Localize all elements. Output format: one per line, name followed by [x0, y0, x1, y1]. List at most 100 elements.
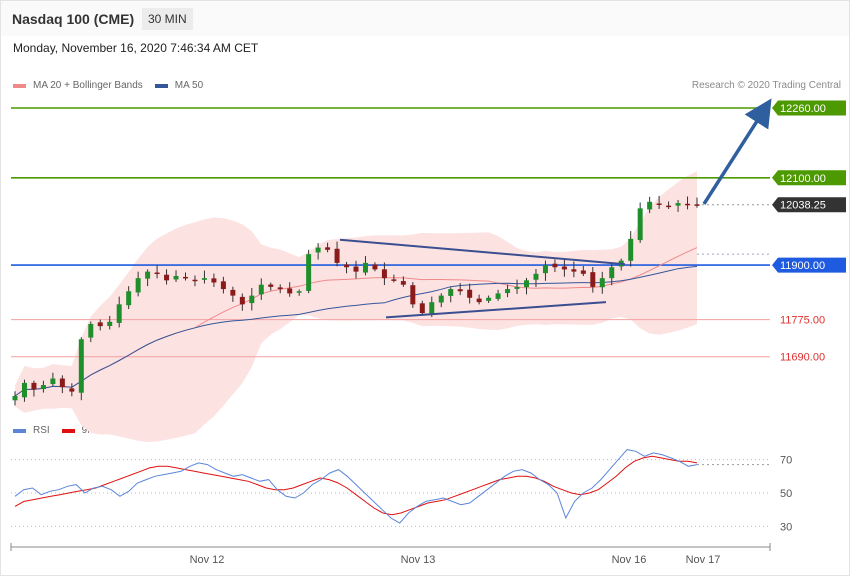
level-badge-text-1: 12100.00 — [780, 173, 826, 185]
candle-body — [656, 203, 662, 205]
candle-body — [353, 266, 359, 272]
candle-body — [457, 289, 463, 292]
candle-body — [438, 295, 444, 303]
bollinger-band-fill — [15, 171, 697, 442]
candle-body — [628, 238, 634, 261]
x-tick-label-2: Nov 16 — [612, 554, 647, 566]
candle-body — [97, 322, 103, 327]
bollinger-band-area — [15, 171, 697, 442]
rsi-tick-0: 70 — [780, 455, 792, 467]
level-badge-text-2: 12038.25 — [780, 200, 826, 212]
candle-body — [201, 278, 207, 280]
candle-body — [164, 274, 170, 281]
legend-label-ma50: MA 50 — [174, 80, 204, 91]
candle-body — [31, 382, 37, 390]
candle-body — [287, 288, 293, 294]
candle-body — [685, 203, 691, 206]
level-badge-0 — [772, 100, 846, 116]
level-badge-text-0: 12260.00 — [780, 103, 826, 115]
candle-body — [381, 269, 387, 279]
lower-trendline — [385, 301, 607, 319]
candle-body — [694, 204, 700, 206]
candle-body — [88, 323, 94, 338]
timeframe-button[interactable]: 30 MIN — [142, 8, 193, 30]
candle-body — [362, 262, 368, 273]
candle-body — [126, 291, 132, 306]
price-levels — [11, 107, 770, 358]
projection-arrow — [702, 98, 772, 205]
main-legend: MA 20 + Bollinger Bands MA 50 — [13, 80, 203, 91]
moving-averages — [14, 247, 698, 397]
candle-body — [50, 378, 56, 385]
rsi-9ma-line — [14, 455, 698, 516]
legend-swatch-bollinger — [13, 83, 26, 88]
candle-body — [486, 297, 492, 301]
triangle-trendlines — [339, 98, 772, 319]
header-bar: Nasdaq 100 (CME) 30 MIN — [1, 1, 849, 36]
candle-body — [183, 276, 188, 279]
legend-swatch-rsi — [13, 428, 26, 433]
candle-body — [590, 272, 596, 287]
rsi-line — [14, 449, 698, 524]
level-badge-text-3: 11900.00 — [780, 260, 825, 272]
candle-body — [533, 273, 539, 280]
candle-body — [419, 303, 425, 314]
candle-body — [306, 254, 312, 291]
credit-text: Research © 2020 Trading Central — [691, 80, 841, 91]
candle-body — [268, 284, 274, 287]
candle-body — [249, 295, 255, 304]
chart-datetime: Monday, November 16, 2020 7:46:34 AM CET — [13, 41, 259, 55]
candle-body — [12, 395, 18, 401]
candle-body — [505, 289, 511, 294]
candle-body — [524, 280, 529, 288]
candle-body — [372, 264, 378, 270]
candle-body — [514, 286, 520, 289]
candle-body — [315, 247, 321, 253]
candle-body — [391, 279, 397, 281]
candle-body — [277, 287, 283, 290]
legend-swatch-ma50 — [154, 83, 168, 88]
candle-body — [107, 321, 113, 326]
candlestick-series — [12, 195, 700, 406]
candle-body — [552, 263, 558, 268]
candle-body — [580, 270, 586, 274]
candle-body — [609, 267, 615, 279]
level-label-5: 11690.00 — [780, 352, 825, 364]
candle-body — [675, 203, 681, 206]
candle-body — [467, 289, 473, 298]
candle-body — [476, 298, 482, 303]
level-badge-3 — [772, 257, 846, 273]
price-badges: 12260.00 12100.00 12038.25 11900.00 11775.00… — [772, 100, 846, 364]
candle-body — [239, 296, 245, 305]
legend-label-bollinger: MA 20 + Bollinger Bands — [33, 80, 143, 91]
candle-body — [325, 247, 331, 250]
x-tick-label-3: Nov 17 — [686, 554, 721, 566]
level-label-4: 11775.00 — [780, 315, 825, 327]
candle-body — [230, 289, 236, 296]
candle-body — [173, 275, 179, 280]
ma50-line — [14, 265, 698, 397]
candle-body — [344, 264, 350, 268]
level-badge-1 — [772, 170, 846, 186]
candle-body — [135, 278, 141, 293]
candle-body — [542, 265, 548, 274]
candle-body — [40, 385, 46, 390]
candle-body — [154, 272, 160, 275]
candle-body — [666, 205, 672, 208]
candle-body — [429, 302, 435, 315]
candle-body — [78, 339, 84, 393]
candle-body — [258, 284, 264, 295]
candle-body — [69, 388, 75, 392]
candle-body — [116, 304, 122, 323]
rsi-tick-1: 50 — [780, 488, 792, 500]
candle-body — [59, 378, 65, 388]
candle-body — [334, 248, 340, 263]
candle-body — [561, 266, 567, 270]
legend-label-rsi: RSI — [33, 425, 50, 436]
candle-body — [647, 201, 653, 210]
candle-body — [145, 271, 151, 279]
chart-title: Nasdaq 100 (CME) — [12, 11, 135, 27]
rsi-panel: 70 50 30 — [11, 449, 792, 533]
candle-body — [192, 279, 198, 282]
